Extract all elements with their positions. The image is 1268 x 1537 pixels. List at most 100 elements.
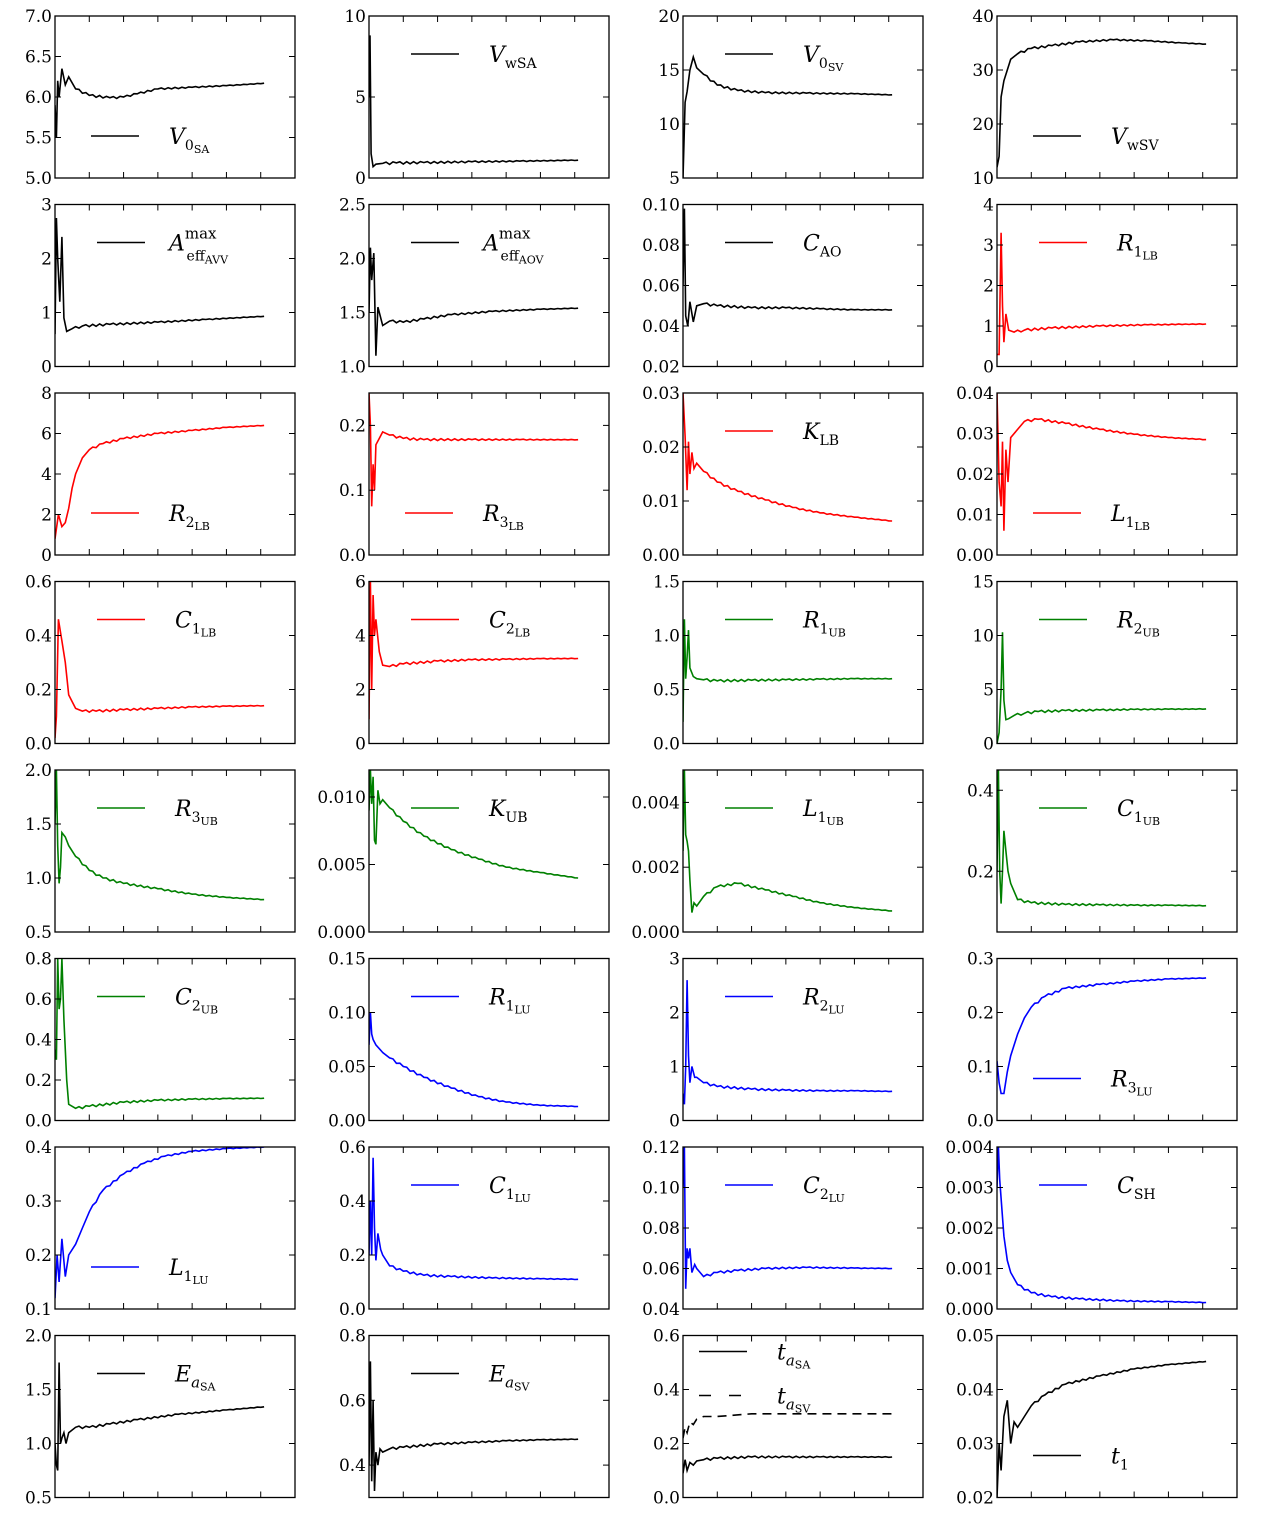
subplot-panel-30: 0.4 0.6 0.8 EaSV (339, 1327, 610, 1499)
y-tick-label: 1.5 (653, 573, 680, 593)
axes-frame (996, 392, 1238, 556)
axes-frame (996, 1146, 1238, 1310)
subplot-panel-29: 0.5 1.0 1.5 2.0 EaSA (25, 1327, 296, 1509)
subplot-panel-12: 0.00 0.01 0.02 0.03 0.04 L1LB (956, 384, 1238, 566)
y-tick-label: 6 (355, 573, 366, 593)
y-tick-label: 3 (41, 196, 52, 216)
subplot-panel-32: 0.02 0.03 0.04 0.05 t1 (956, 1327, 1238, 1509)
y-tick-label: 2 (355, 681, 366, 701)
y-tick-label: 0.03 (956, 1435, 994, 1455)
y-tick-label: 0.2 (653, 1435, 680, 1455)
y-tick-label: 3 (983, 236, 994, 256)
y-tick-label: 0.4 (653, 1381, 680, 1401)
y-tick-label: 2.0 (339, 250, 366, 270)
series-line (55, 619, 265, 739)
y-tick-label: 0.15 (328, 950, 366, 970)
y-tick-label: 0.2 (25, 1246, 52, 1266)
legend-label: R3UB (174, 797, 218, 828)
axes-frame (54, 1334, 296, 1499)
series-line (369, 1361, 579, 1492)
y-tick-label: 0.2 (25, 1071, 52, 1091)
subplot-panel-19: 0.000 0.002 0.004 L1UB (631, 769, 924, 943)
y-tick-label: 0.2 (967, 1004, 994, 1024)
legend-label: C1LB (175, 609, 216, 640)
subplot-panel-5: 0 1 2 3 Amax effAVV (41, 196, 296, 378)
y-tick-label: 0.02 (956, 465, 994, 485)
series-line (997, 770, 1207, 907)
legend-label: L1UB (802, 797, 844, 828)
y-tick-label: 0.0 (339, 1300, 366, 1320)
series-line (683, 1455, 893, 1474)
y-tick-label: 0.000 (317, 923, 366, 943)
y-tick-label: 0.2 (25, 681, 52, 701)
subplot-panel-24: 0.0 0.1 0.2 0.3 R3LU (967, 950, 1238, 1132)
subplot-panel-18: 0.000 0.005 0.010 KUB (317, 769, 610, 943)
subplot-panel-16: 0 5 10 15 R2UB (972, 573, 1238, 755)
y-tick-label: 0.4 (339, 1192, 366, 1212)
legend-label: R1LB (1116, 232, 1158, 263)
y-tick-label: 0.00 (328, 1112, 366, 1132)
subplot-panel-17: 0.5 1.0 1.5 2.0 R3UB (25, 761, 296, 943)
subplot-panel-13: 0.0 0.2 0.4 0.6 C1LB (25, 573, 296, 755)
y-tick-label: 0.2 (339, 1246, 366, 1266)
y-tick-label: 0 (355, 735, 366, 755)
y-tick-label: 0 (41, 546, 52, 566)
axes-frame (368, 1146, 610, 1310)
y-tick-label: 0.00 (642, 546, 680, 566)
y-tick-label: 0.4 (339, 1456, 366, 1476)
subplot-panel-7: 0.02 0.04 0.06 0.08 0.10 CAO (642, 196, 924, 378)
y-tick-label: 0.0 (967, 1112, 994, 1132)
axes-frame (682, 1146, 924, 1310)
y-tick-label: 0 (983, 358, 994, 378)
axes-frame (682, 15, 924, 179)
y-tick-label: 0.4 (25, 1031, 52, 1051)
y-tick-label: 5.0 (25, 169, 52, 189)
series-line (683, 1147, 893, 1289)
y-tick-label: 0.04 (956, 384, 994, 404)
y-tick-label: 0.08 (642, 1219, 680, 1239)
y-tick-label: 0.6 (339, 1138, 366, 1158)
subplot-panel-28: 0.000 0.001 0.002 0.003 0.004 CSH (945, 1138, 1238, 1320)
subplot-panel-6: 1.0 1.5 2.0 2.5 Amax effAOV (339, 196, 610, 378)
y-tick-label: 0.0 (339, 546, 366, 566)
y-tick-label: 0.4 (967, 781, 994, 801)
y-tick-label: 2 (983, 277, 994, 297)
axes-frame (368, 957, 610, 1122)
legend-label: VwSV (1111, 125, 1159, 154)
series-line (997, 1360, 1207, 1498)
y-tick-label: 0.002 (631, 858, 680, 878)
series-line (55, 770, 265, 901)
legend-label: Amax effAVV (167, 225, 229, 267)
axes-frame (54, 203, 296, 368)
axes-frame (996, 769, 1238, 933)
y-tick-label: 4 (983, 196, 994, 216)
subplot-panel-14: 0 2 4 6 C2LB (355, 573, 610, 755)
axes-frame (54, 15, 296, 179)
y-tick-label: 2.5 (339, 196, 366, 216)
y-tick-label: 1.5 (339, 304, 366, 324)
series-line (683, 393, 893, 522)
series-line (369, 35, 579, 169)
subplot-panel-23: 0 1 2 3 R2LU (669, 950, 924, 1132)
legend-label: EaSA (174, 1363, 217, 1394)
y-tick-label: 0.005 (317, 856, 366, 876)
subplot-panel-20: 0.2 0.4 C1UB (967, 769, 1238, 933)
y-tick-label: 0.03 (642, 384, 680, 404)
series-line (683, 980, 893, 1105)
y-tick-label: 0.06 (642, 277, 680, 297)
y-tick-label: 2.0 (25, 761, 52, 781)
subplot-panel-25: 0.1 0.2 0.3 0.4 L1LU (25, 1138, 296, 1320)
y-tick-label: 10 (972, 169, 994, 189)
axes-frame (682, 580, 924, 745)
y-tick-label: 0.010 (317, 788, 366, 808)
y-tick-label: 1 (983, 317, 994, 337)
y-tick-label: 0.6 (339, 1391, 366, 1411)
y-tick-label: 0.8 (339, 1327, 366, 1347)
y-tick-label: 2.0 (25, 1327, 52, 1347)
y-tick-label: 0.4 (25, 1138, 52, 1158)
y-tick-label: 30 (972, 61, 994, 81)
legend-label: VwSA (489, 43, 537, 72)
y-tick-label: 1 (41, 304, 52, 324)
legend-label: V0SA (169, 125, 210, 156)
